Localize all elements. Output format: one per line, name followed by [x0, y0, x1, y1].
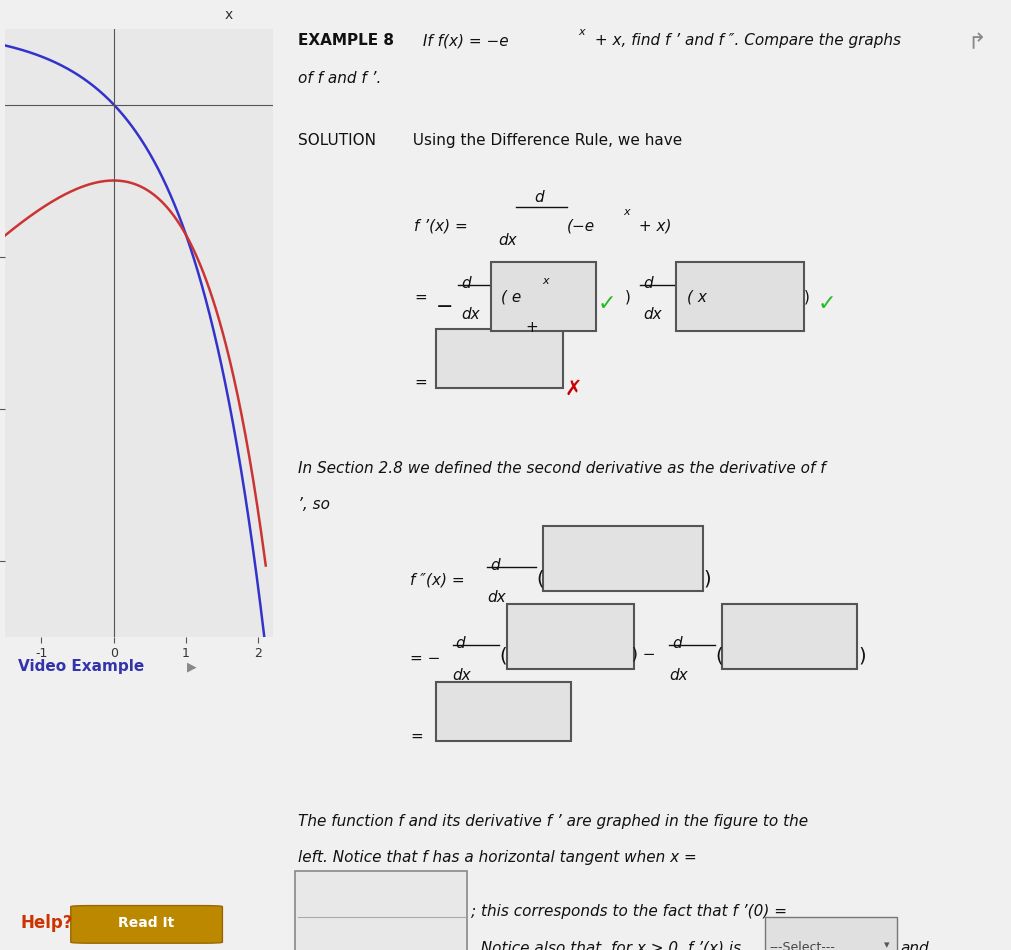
Text: dx: dx: [669, 668, 687, 683]
Text: ; this corresponds to the fact that f ’(0) =: ; this corresponds to the fact that f ’(…: [471, 904, 787, 920]
Text: +: +: [526, 320, 538, 335]
FancyBboxPatch shape: [71, 905, 222, 943]
Text: =: =: [410, 729, 424, 744]
Text: If f(x) = −e: If f(x) = −e: [418, 33, 509, 48]
Text: d: d: [672, 636, 682, 651]
Text: + x): + x): [634, 218, 671, 234]
Text: and: and: [901, 940, 929, 950]
Text: d: d: [461, 276, 471, 291]
Text: . Notice also that, for x > 0, f ’(x) is: . Notice also that, for x > 0, f ’(x) is: [471, 940, 741, 950]
Text: x: x: [578, 27, 584, 37]
Text: ( e: ( e: [501, 290, 522, 305]
Text: f ’(x) =: f ’(x) =: [415, 218, 473, 234]
Text: (: (: [537, 569, 544, 588]
Text: d: d: [534, 190, 544, 205]
Text: ( x: ( x: [687, 290, 707, 305]
Text: x: x: [224, 9, 233, 23]
Text: ): ): [858, 647, 865, 666]
FancyBboxPatch shape: [765, 917, 897, 950]
Text: f ″(x) =: f ″(x) =: [410, 573, 470, 588]
Text: ✓: ✓: [598, 294, 616, 314]
Text: d: d: [643, 276, 653, 291]
Text: ): ): [805, 290, 810, 305]
Text: ---Select---: ---Select---: [769, 940, 835, 950]
FancyBboxPatch shape: [676, 262, 804, 331]
Text: In Section 2.8 we defined the second derivative as the derivative of f: In Section 2.8 we defined the second der…: [297, 461, 825, 476]
Text: ): ): [704, 569, 712, 588]
Text: (−e: (−e: [567, 218, 595, 234]
Text: The function f and its derivative f ’ are graphed in the figure to the: The function f and its derivative f ’ ar…: [297, 814, 808, 829]
FancyBboxPatch shape: [436, 682, 570, 741]
Text: =: =: [415, 375, 427, 390]
Text: (: (: [499, 647, 507, 666]
Text: dx: dx: [643, 307, 662, 322]
Text: of f and f ’.: of f and f ’.: [297, 71, 381, 86]
Text: (: (: [716, 647, 723, 666]
FancyBboxPatch shape: [490, 262, 596, 331]
Text: ▶: ▶: [187, 660, 197, 673]
Text: d: d: [456, 636, 465, 651]
FancyBboxPatch shape: [507, 604, 634, 669]
Text: d: d: [490, 558, 500, 573]
Text: + x, find f ’ and f ″. Compare the graphs: + x, find f ’ and f ″. Compare the graph…: [590, 33, 901, 48]
Text: left. Notice that f has a horizontal tangent when x =: left. Notice that f has a horizontal tan…: [297, 850, 697, 865]
Text: −: −: [436, 297, 454, 317]
Text: dx: dx: [487, 590, 506, 605]
Text: ✓: ✓: [818, 294, 837, 314]
Text: ✗: ✗: [565, 379, 582, 399]
FancyBboxPatch shape: [295, 871, 467, 950]
Text: dx: dx: [461, 307, 480, 322]
Text: ): ): [625, 290, 631, 305]
Text: dx: dx: [497, 233, 517, 248]
Text: ▾: ▾: [884, 940, 890, 950]
Text: Read It: Read It: [118, 916, 175, 930]
Text: SOLUTION: SOLUTION: [297, 133, 376, 148]
FancyBboxPatch shape: [436, 329, 563, 388]
Text: ’, so: ’, so: [297, 497, 330, 512]
Text: = −: = −: [410, 651, 441, 666]
Text: Using the Difference Rule, we have: Using the Difference Rule, we have: [403, 133, 682, 148]
Text: Help?: Help?: [20, 914, 73, 932]
Text: x: x: [542, 276, 549, 286]
Text: EXAMPLE 8: EXAMPLE 8: [297, 33, 393, 48]
FancyBboxPatch shape: [543, 526, 703, 591]
Text: ↱: ↱: [968, 33, 986, 53]
FancyBboxPatch shape: [722, 604, 856, 669]
Text: ) −: ) −: [633, 647, 656, 662]
Text: Video Example: Video Example: [18, 659, 145, 674]
Text: x: x: [624, 207, 631, 218]
Text: =: =: [415, 290, 427, 305]
Text: dx: dx: [453, 668, 471, 683]
